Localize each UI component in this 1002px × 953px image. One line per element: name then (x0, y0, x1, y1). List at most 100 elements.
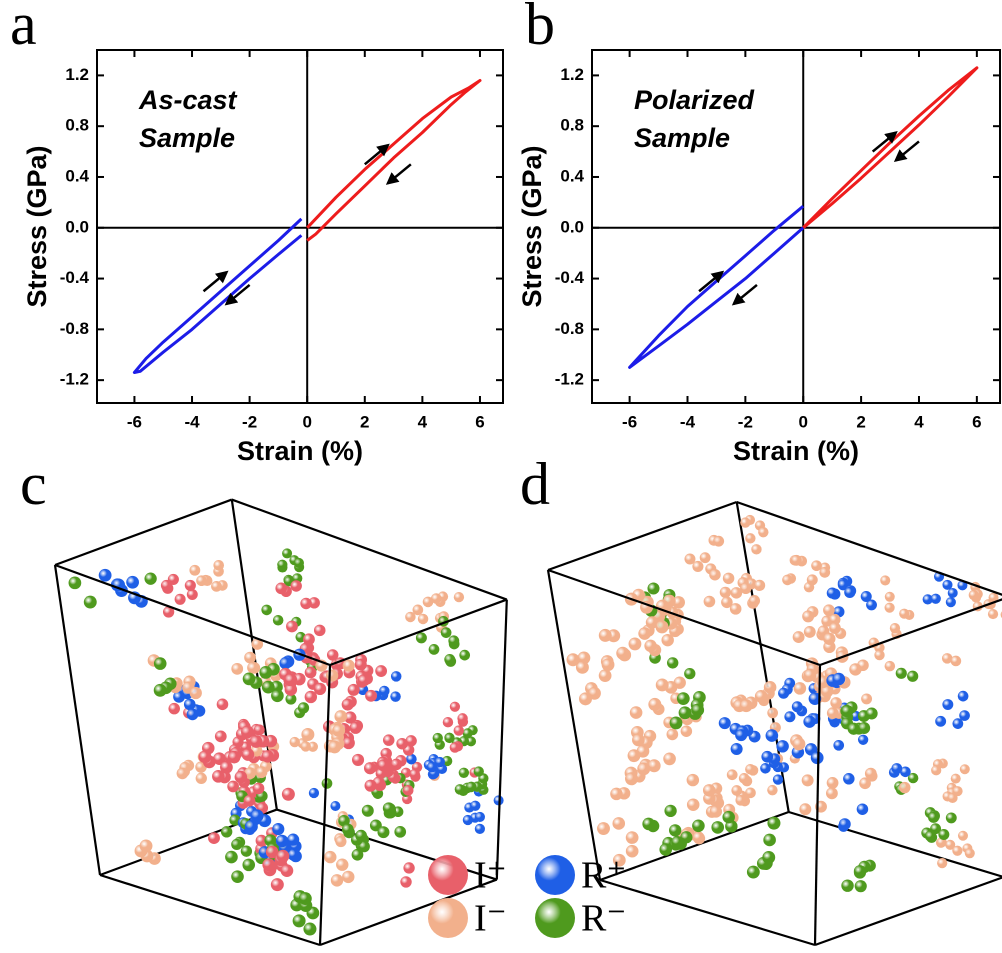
atom (394, 825, 407, 838)
atom (334, 710, 348, 723)
atom (884, 660, 896, 672)
atom (241, 748, 255, 761)
atom (382, 802, 395, 815)
panel-label: b (525, 0, 555, 57)
x-tick-label: -2 (738, 412, 753, 431)
atom (231, 662, 244, 675)
atom (287, 833, 300, 846)
atom (612, 853, 626, 867)
legend-label: R⁻ (581, 898, 626, 940)
atom (858, 721, 871, 734)
arrow (731, 283, 758, 306)
atom (861, 693, 873, 705)
atom (792, 631, 805, 644)
legend-swatch (535, 898, 575, 938)
atom (453, 725, 464, 736)
atom (231, 838, 243, 851)
atom (292, 914, 306, 928)
atom (300, 597, 312, 610)
atom (655, 678, 669, 692)
atom (265, 845, 279, 859)
atom (402, 785, 414, 796)
atom (261, 680, 275, 694)
annotation: Sample (139, 123, 235, 153)
atom (426, 761, 438, 773)
atom (841, 704, 854, 718)
cube-edge (599, 878, 816, 947)
atom (819, 566, 831, 578)
atom (748, 595, 761, 607)
atom (375, 665, 388, 677)
atom (598, 669, 612, 682)
atom (405, 735, 417, 747)
atom (907, 670, 919, 682)
atom (242, 858, 256, 872)
atom (351, 848, 364, 861)
y-axis-label: Stress (GPa) (517, 145, 547, 307)
cube-edge (819, 598, 1002, 667)
y-tick-label: 0.0 (65, 217, 89, 236)
atom (347, 683, 360, 696)
atom (703, 595, 716, 608)
atom (255, 766, 268, 779)
atom (262, 858, 276, 872)
annotation: Sample (634, 123, 730, 153)
atom (304, 690, 318, 704)
atom (628, 637, 642, 651)
atom (730, 743, 743, 756)
atom (860, 590, 872, 603)
atom (462, 728, 473, 739)
atom (847, 722, 860, 735)
cube-edge (318, 664, 332, 946)
panel-label: c (20, 451, 47, 517)
x-axis-label: Strain (%) (733, 436, 859, 466)
y-tick-label: 1.2 (560, 65, 584, 84)
atom (754, 689, 768, 703)
y-tick-label: 0.4 (65, 166, 89, 185)
atom (709, 568, 721, 581)
atom (792, 737, 806, 751)
atom (735, 794, 747, 806)
atom (153, 683, 167, 697)
atom (691, 703, 705, 717)
arrow (698, 270, 725, 293)
atom (864, 767, 877, 780)
atom (598, 628, 612, 642)
atom (711, 821, 725, 834)
atom (403, 862, 415, 874)
atom (663, 752, 676, 766)
atom (272, 614, 284, 626)
atom (405, 611, 416, 623)
loop-line (306, 79, 482, 242)
atom (214, 730, 227, 743)
atom (950, 655, 962, 667)
atom (713, 535, 725, 547)
atom (767, 816, 781, 830)
atom (354, 658, 367, 671)
x-tick-label: 0 (798, 412, 807, 431)
atom (745, 787, 756, 799)
atom (833, 739, 845, 751)
atom (841, 879, 854, 892)
atom (422, 596, 434, 608)
atom (144, 572, 157, 585)
atom (290, 580, 302, 592)
atom (211, 580, 222, 592)
atom (251, 638, 264, 650)
atom (709, 805, 723, 818)
x-tick-label: -4 (680, 412, 696, 431)
atom (466, 736, 477, 747)
atom (184, 579, 196, 591)
atom (474, 823, 486, 834)
atom (808, 692, 822, 705)
atom (303, 633, 315, 646)
atom (699, 552, 711, 564)
atom (760, 763, 771, 774)
atom (234, 770, 248, 784)
atom (98, 568, 112, 582)
legend-label: I⁻ (474, 898, 507, 940)
atom (829, 622, 841, 634)
atom (810, 751, 824, 765)
atom (341, 698, 354, 711)
atom (406, 753, 417, 765)
